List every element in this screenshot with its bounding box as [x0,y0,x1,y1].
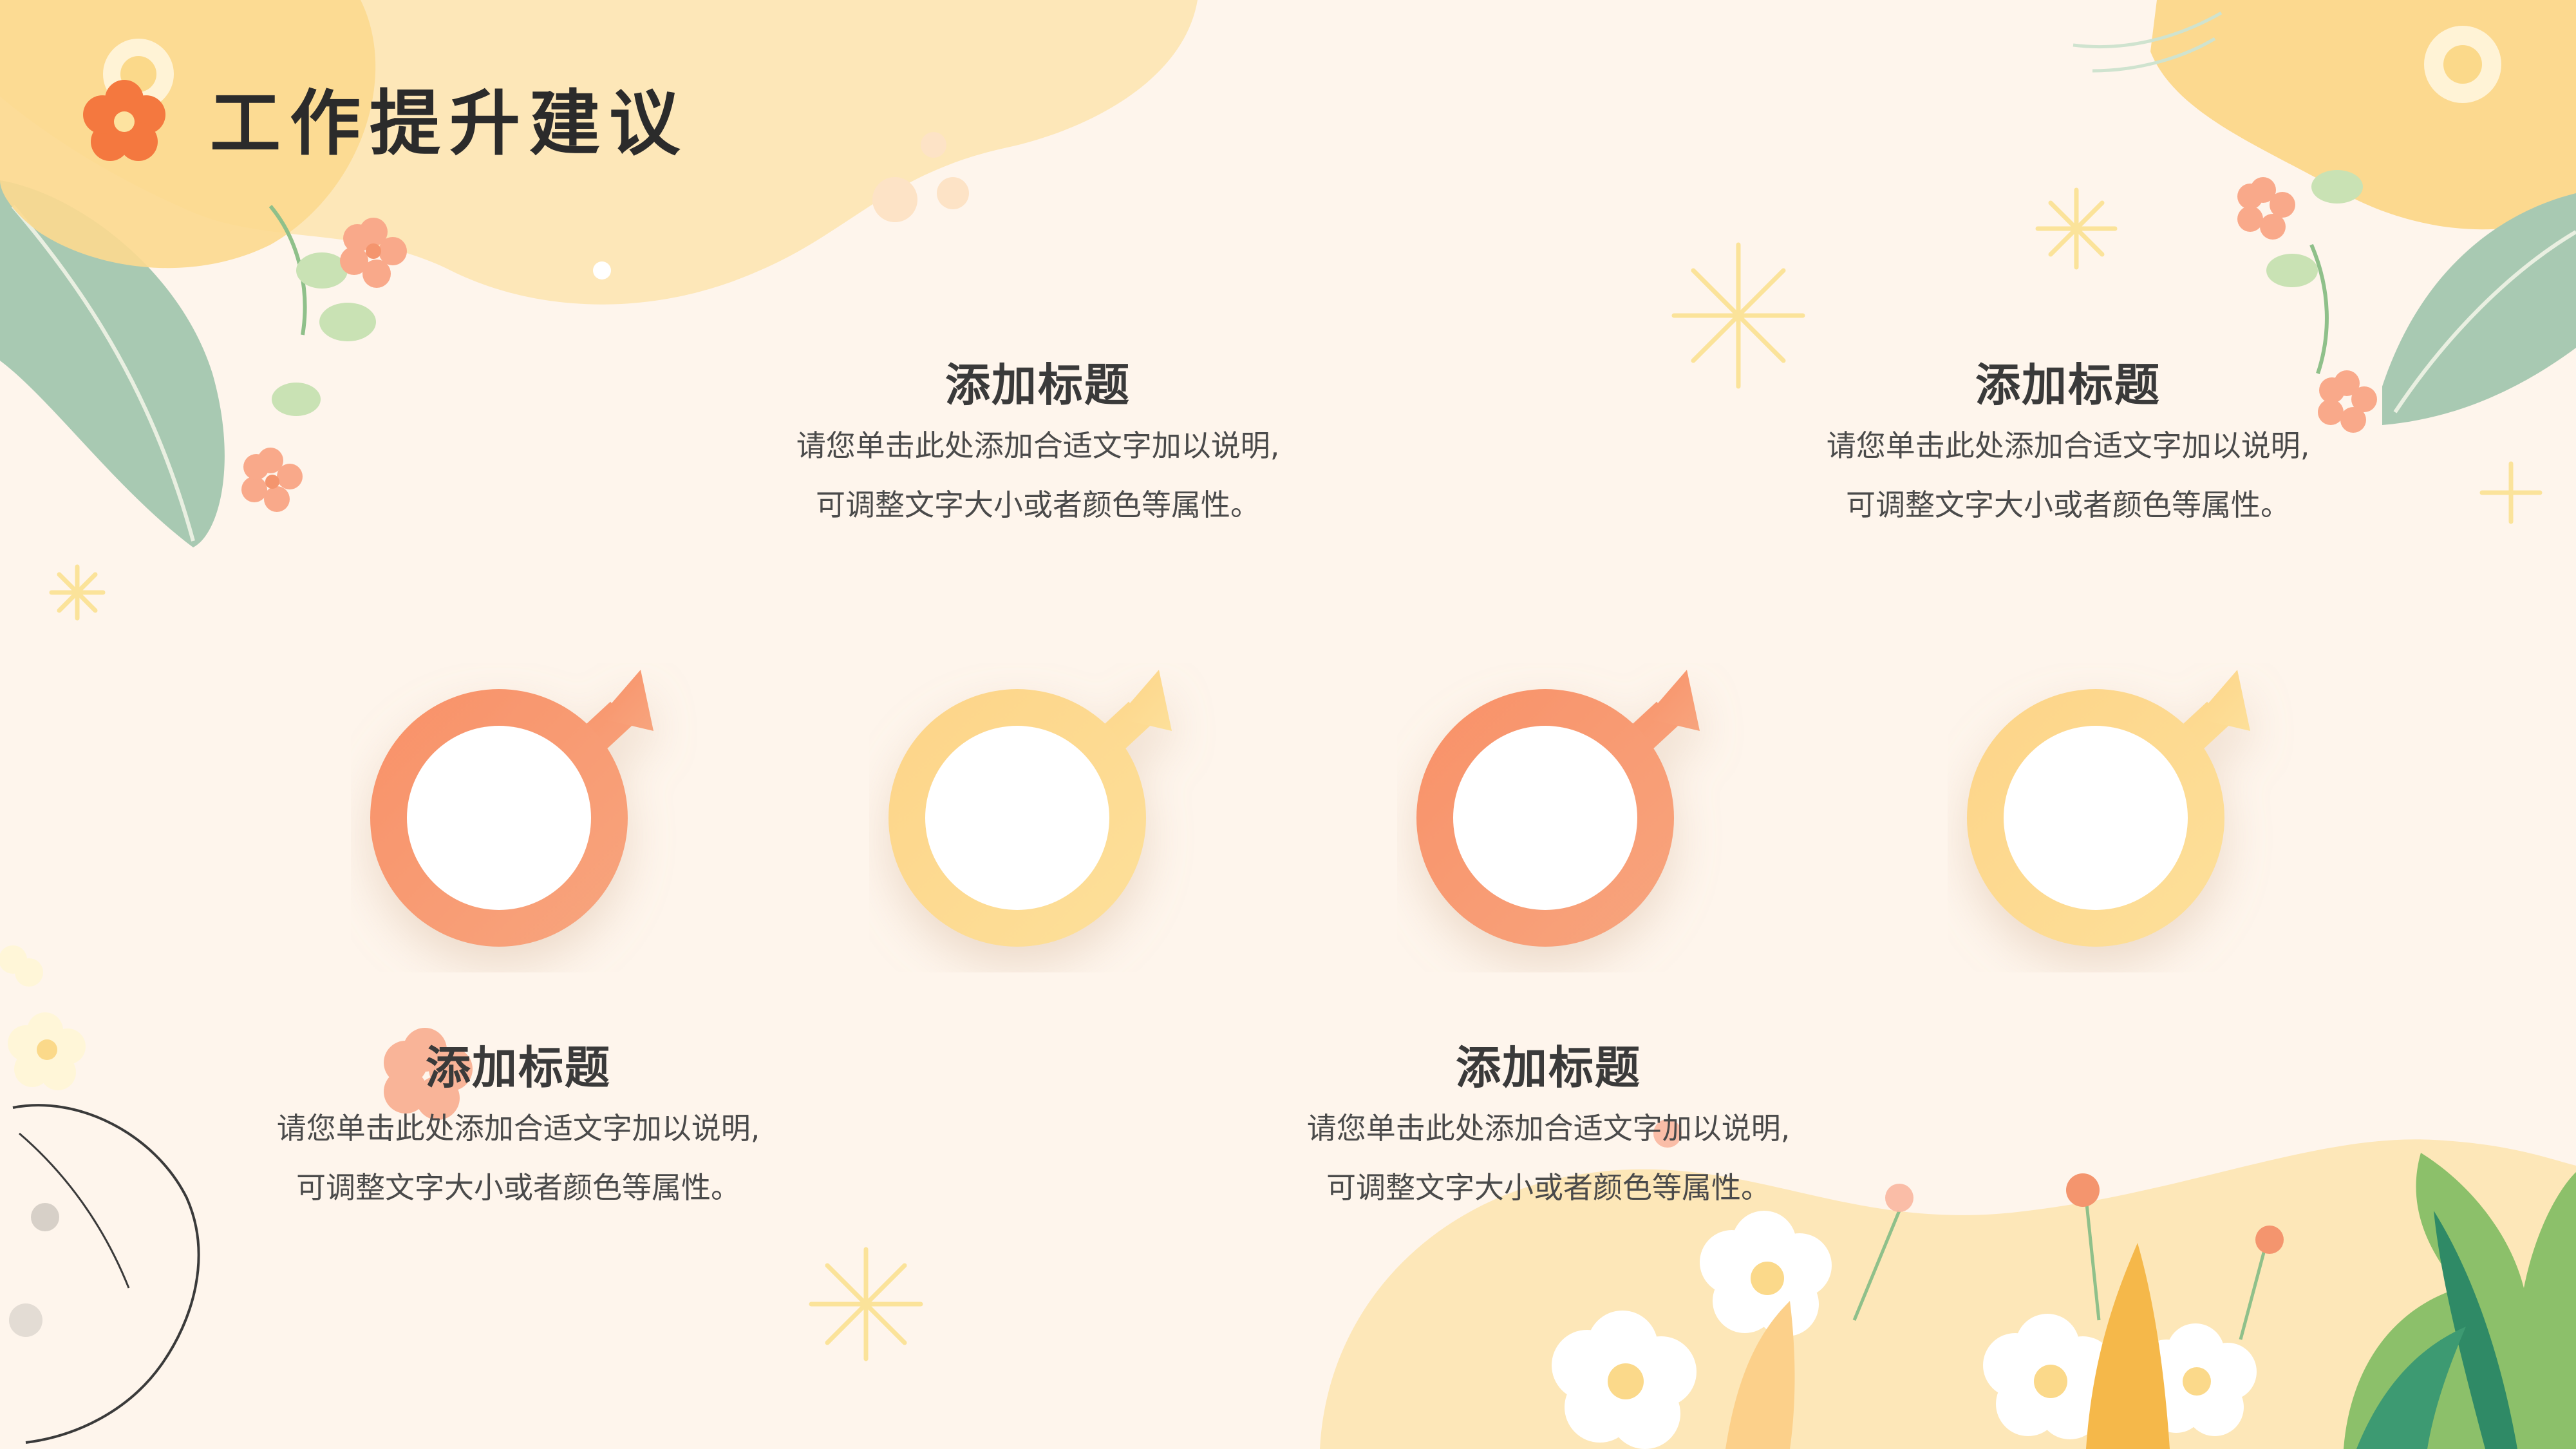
text-block-1: 添加标题 请您单击此处添加合适文字加以说明, 可调整文字大小或者颜色等属性。 [229,1037,808,1217]
arrow-circle-icon-2 [888,670,1172,947]
orange-flower-icon [83,80,165,161]
arrow-circle-icon-3 [1416,670,1700,947]
item-title: 添加标题 [1456,1041,1641,1094]
item-desc-line1: 请您单击此处添加合适文字加以说明, [796,428,1280,463]
text-block-3: 添加标题 请您单击此处添加合适文字加以说明, 可调整文字大小或者颜色等属性。 [1259,1037,1838,1217]
text-block-2: 添加标题 请您单击此处添加合适文字加以说明, 可调整文字大小或者颜色等属性。 [748,354,1328,535]
page-title: 工作提升建议 [210,82,689,165]
item-desc-line2: 可调整文字大小或者颜色等属性。 [1326,1170,1771,1205]
arrow-circle-icon-4 [1967,670,2250,947]
item-title: 添加标题 [945,359,1131,412]
item-desc-line1: 请您单击此处添加合适文字加以说明, [1306,1111,1791,1146]
item-title: 添加标题 [426,1041,611,1094]
item-desc-line2: 可调整文字大小或者颜色等属性。 [296,1170,740,1205]
arrow-circle-icon-1 [370,670,653,947]
item-desc-line1: 请您单击此处添加合适文字加以说明, [276,1111,760,1146]
item-desc-line2: 可调整文字大小或者颜色等属性。 [816,488,1260,522]
text-block-4: 添加标题 请您单击此处添加合适文字加以说明, 可调整文字大小或者颜色等属性。 [1778,354,2358,535]
item-title: 添加标题 [1975,359,2161,412]
item-desc-line1: 请您单击此处添加合适文字加以说明, [1826,428,2310,463]
item-desc-line2: 可调整文字大小或者颜色等属性。 [1846,488,2290,522]
